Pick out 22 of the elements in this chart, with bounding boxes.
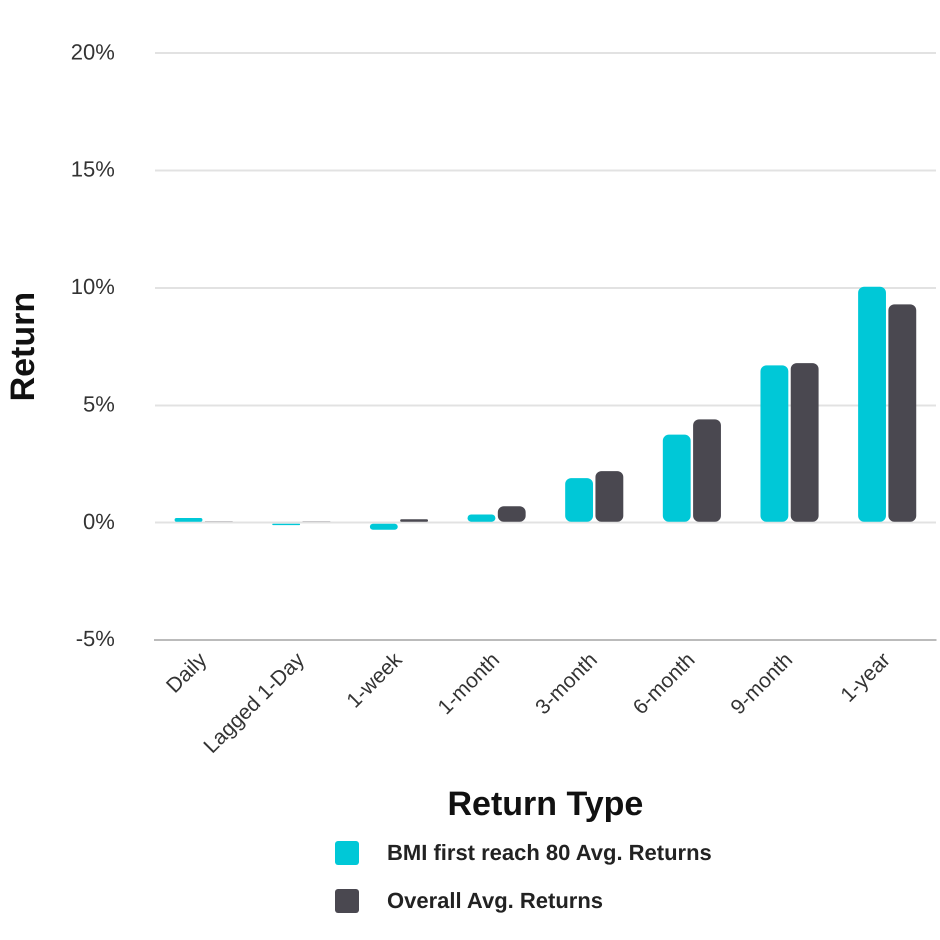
bar (565, 478, 594, 522)
bar (760, 365, 788, 522)
y-tick-label: 15% (70, 156, 115, 182)
bar (174, 518, 202, 522)
y-tick-label: -5% (76, 626, 115, 652)
y-tick-label: 10% (70, 274, 115, 300)
bar (468, 514, 496, 522)
y-tick-label: 20% (70, 39, 115, 64)
legend-label: BMI first reach 80 Avg. Returns (387, 840, 712, 866)
y-tick-label: 5% (83, 391, 115, 416)
bar (888, 304, 916, 522)
x-axis-title: Return Type (447, 784, 644, 823)
y-tick-label: 0% (83, 508, 115, 534)
bar (790, 363, 819, 522)
y-axis-title: Return (4, 292, 42, 402)
bar (370, 524, 398, 530)
legend-label: Overall Avg. Returns (387, 888, 603, 914)
bar (595, 471, 624, 522)
bar (662, 434, 691, 522)
bar (400, 519, 428, 522)
bar (858, 286, 886, 522)
bar (693, 419, 721, 522)
